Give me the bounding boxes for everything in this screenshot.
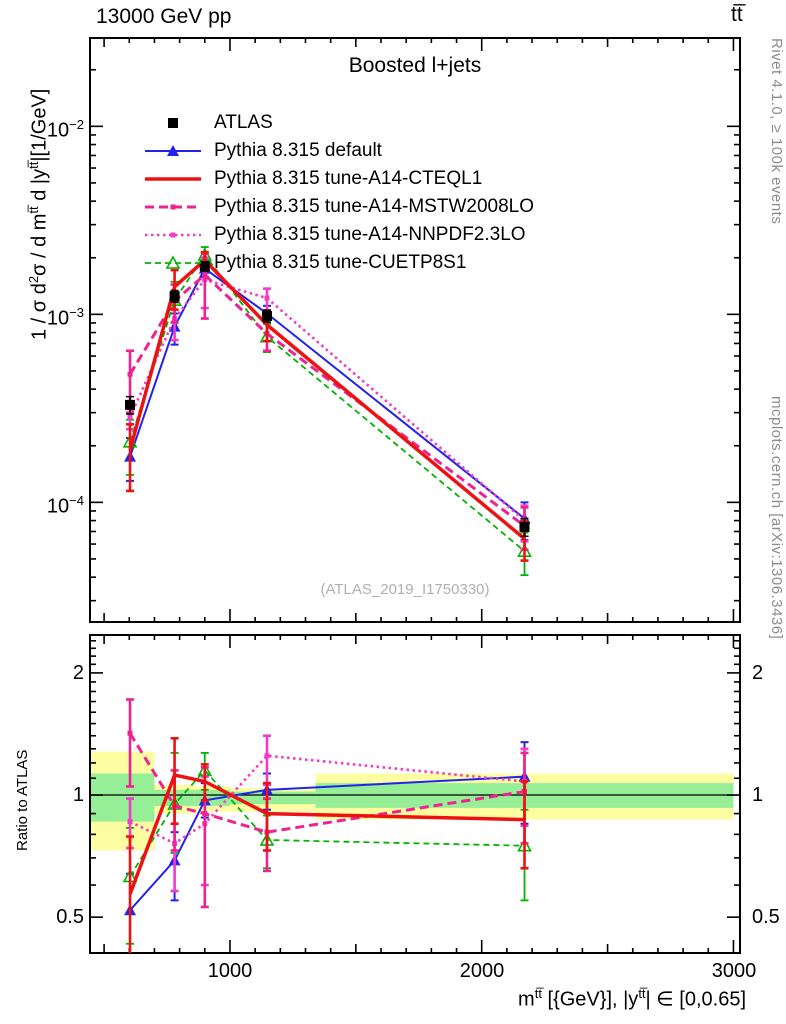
- legend-label: Pythia 8.315 tune-CUETP8S1: [214, 252, 467, 273]
- series-pythia-default-main: [124, 260, 531, 542]
- ratio-axis-title: Ratio to ATLAS: [14, 749, 31, 851]
- process-title: tt̅: [731, 3, 743, 26]
- ratio-tick-label: 0.5: [752, 906, 780, 928]
- legend-marker-a14-cteql1: [142, 169, 204, 189]
- x-axis-title: mtt̅ [{GeV}], |ytt̅| ∈ [0,0.65]: [518, 986, 746, 1011]
- ratio-tick-label: 1: [72, 784, 84, 806]
- legend: ATLAS Pythia 8.315 default Pythia 8.315 …: [142, 109, 534, 277]
- legend-label: Pythia 8.315 tune-A14-NNPDF2.3LO: [214, 224, 526, 245]
- legend-item-a14-mstw2008lo: Pythia 8.315 tune-A14-MSTW2008LO: [142, 193, 534, 221]
- legend-item-a14-nnpdf23lo: Pythia 8.315 tune-A14-NNPDF2.3LO: [142, 221, 534, 249]
- series-cuetp8s1-main: [122, 246, 532, 577]
- main-frame: [89, 37, 741, 623]
- series-atlas-main: [125, 261, 530, 538]
- legend-marker-atlas: [142, 113, 204, 133]
- legend-marker-a14-mstw2008lo: [142, 197, 204, 217]
- series-a14-cteql1-ratio: [126, 736, 529, 953]
- series-a14-cteql1-main: [126, 250, 529, 562]
- legend-label: Pythia 8.315 default: [214, 140, 382, 161]
- mcplots-credit-note: mcplots.cern.ch [arXiv:1306.3436]: [768, 396, 785, 640]
- legend-marker-pythia-default: [142, 141, 204, 161]
- ratio-tick-label: 0.5: [56, 906, 84, 928]
- legend-item-cuetp8s1: Pythia 8.315 tune-CUETP8S1: [142, 249, 534, 277]
- legend-item-a14-cteql1: Pythia 8.315 tune-A14-CTEQL1: [142, 165, 534, 193]
- band-inner: [90, 773, 155, 822]
- legend-label: ATLAS: [214, 112, 273, 133]
- analysis-watermark: (ATLAS_2019_I1750330): [320, 581, 490, 598]
- series-a14-nnpdf23lo-main: [126, 256, 529, 543]
- legend-marker-a14-nnpdf23lo: [142, 225, 204, 245]
- legend-item-atlas: ATLAS: [142, 109, 534, 137]
- panel-title: Boosted l+jets: [348, 54, 482, 77]
- ratio-tick-label: 2: [752, 662, 764, 684]
- x-tick-label: 1000: [207, 960, 253, 982]
- x-tick-label: 2000: [459, 960, 505, 982]
- legend-item-pythia-default: Pythia 8.315 default: [142, 137, 534, 165]
- legend-marker-cuetp8s1: [142, 253, 204, 273]
- y-tick-label: 10−2: [46, 117, 84, 142]
- ratio-tick-label: 1: [752, 784, 764, 806]
- rivet-version-note: Rivet 4.1.0, ≥ 100k events: [768, 38, 785, 225]
- y-tick-label: 10−3: [46, 305, 84, 330]
- series-a14-mstw2008lo-main: [126, 252, 529, 551]
- legend-label: Pythia 8.315 tune-A14-MSTW2008LO: [214, 196, 535, 217]
- ratio-frame: [89, 634, 741, 954]
- axis-ticks: [90, 38, 740, 953]
- ratio-tick-label: 2: [72, 662, 84, 684]
- x-tick-label: 3000: [711, 960, 757, 982]
- legend-label: Pythia 8.315 tune-A14-CTEQL1: [214, 168, 483, 189]
- y-tick-label: 10−4: [46, 493, 84, 518]
- beam-energy-title: 13000 GeV pp: [96, 5, 232, 28]
